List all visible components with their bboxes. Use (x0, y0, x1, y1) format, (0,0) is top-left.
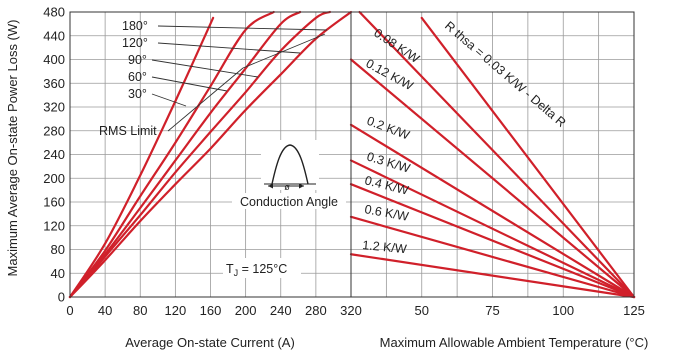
angle-label-180: 180° (122, 19, 148, 33)
y-tick-label: 440 (43, 28, 65, 43)
y-tick-label: 280 (43, 123, 65, 138)
y-tick-label: 120 (43, 218, 65, 233)
left-x-tick-label: 40 (98, 303, 112, 318)
right-x-tick-label: 75 (485, 303, 499, 318)
angle-label-30: 30° (128, 87, 147, 101)
power-loss-curve-120deg (68, 10, 331, 299)
y-tick-label: 0 (58, 290, 65, 305)
left-x-tick-label: 0 (66, 303, 73, 318)
angle-label-120: 120° (122, 36, 148, 50)
angle-labels: 180° 120° 90° 60° 30° RMS Limit (99, 19, 328, 138)
inset-arrow-head-left (268, 183, 273, 189)
leader-180 (157, 25, 328, 31)
power-loss-curve-90deg (68, 10, 302, 299)
tj-value: = 125°C (238, 262, 287, 276)
right-x-axis-title: Maximum Allowable Ambient Temperature (°… (380, 335, 649, 350)
y-tick-label: 80 (51, 242, 65, 257)
rth-labels: R thsa = 0.03 K/W - Delta R 0.08 K/W 0.1… (362, 19, 569, 257)
leader-60 (151, 76, 228, 92)
inset-background (261, 140, 319, 190)
y-tick-label: 400 (43, 52, 65, 67)
thermal-resistance-line-5 (349, 183, 636, 299)
left-x-tick-label: 200 (235, 303, 257, 318)
label-layer: 0 40 80 120 160 200 240 280 320 360 400 440 480 0 40 80… (43, 5, 645, 319)
leader-120 (157, 42, 301, 54)
right-x-tick-label: 125 (623, 303, 645, 318)
curve-layer (68, 10, 636, 299)
leader-90 (151, 59, 259, 78)
rth-label-12: 1.2 K/W (362, 238, 408, 256)
conduction-angle-inset: ø Conduction Angle (232, 140, 346, 209)
plot-frame (69, 11, 635, 298)
tj-subscript: J (234, 268, 239, 278)
y-tick-label: 480 (43, 5, 65, 20)
tj-background (223, 258, 301, 278)
tj-symbol: T (226, 262, 234, 276)
y-tick-label: 40 (51, 266, 65, 281)
thermal-resistance-line-4 (349, 159, 636, 299)
angle-symbol: ø (284, 182, 290, 192)
thermal-resistance-line-1 (358, 10, 636, 299)
thermal-resistance-line-7 (349, 253, 636, 299)
leader-rms-b (242, 33, 326, 69)
power-loss-curve-60deg (68, 10, 275, 299)
right-x-tick-label: 50 (415, 303, 429, 318)
frame-layer (69, 11, 635, 298)
angle-label-60: 60° (128, 70, 147, 84)
thermal-resistance-line-6 (349, 215, 636, 299)
conduction-angle-label: Conduction Angle (240, 195, 338, 209)
angle-label-90: 90° (128, 53, 147, 67)
leader-30 (151, 93, 187, 107)
junction-temperature-label: TJ = 125°C (223, 258, 301, 278)
tj-text: TJ = 125°C (226, 262, 287, 278)
y-tick-label: 320 (43, 100, 65, 115)
left-x-tick-label: 120 (165, 303, 187, 318)
left-x-tick-label: 320 (340, 303, 362, 318)
conduction-label-background (232, 193, 346, 209)
right-x-tick-label: 100 (552, 303, 574, 318)
power-loss-curve-30deg (68, 16, 215, 299)
y-tick-label: 240 (43, 147, 65, 162)
thermal-resistance-line-2 (349, 58, 636, 299)
left-x-tick-label: 240 (270, 303, 292, 318)
y-axis-title: Maximum Average On-state Power Loss (W) (5, 20, 20, 277)
y-tick-label: 200 (43, 171, 65, 186)
rth-label-003: R thsa = 0.03 K/W - Delta R (442, 19, 568, 130)
left-x-tick-label: 160 (200, 303, 222, 318)
left-x-tick-label: 280 (305, 303, 327, 318)
inset-arrow-head-right (299, 183, 304, 189)
left-x-axis-title: Average On-state Current (A) (125, 335, 295, 350)
thermal-resistance-line-3 (349, 123, 636, 299)
left-x-tick-label: 80 (133, 303, 147, 318)
half-sine-waveform (271, 144, 309, 185)
leader-rms (167, 67, 244, 132)
thermal-resistance-line-0 (420, 16, 636, 299)
y-tick-label: 160 (43, 195, 65, 210)
power-loss-curve-180deg (68, 10, 353, 299)
rms-limit-label: RMS Limit (99, 124, 157, 138)
y-tick-label: 360 (43, 76, 65, 91)
